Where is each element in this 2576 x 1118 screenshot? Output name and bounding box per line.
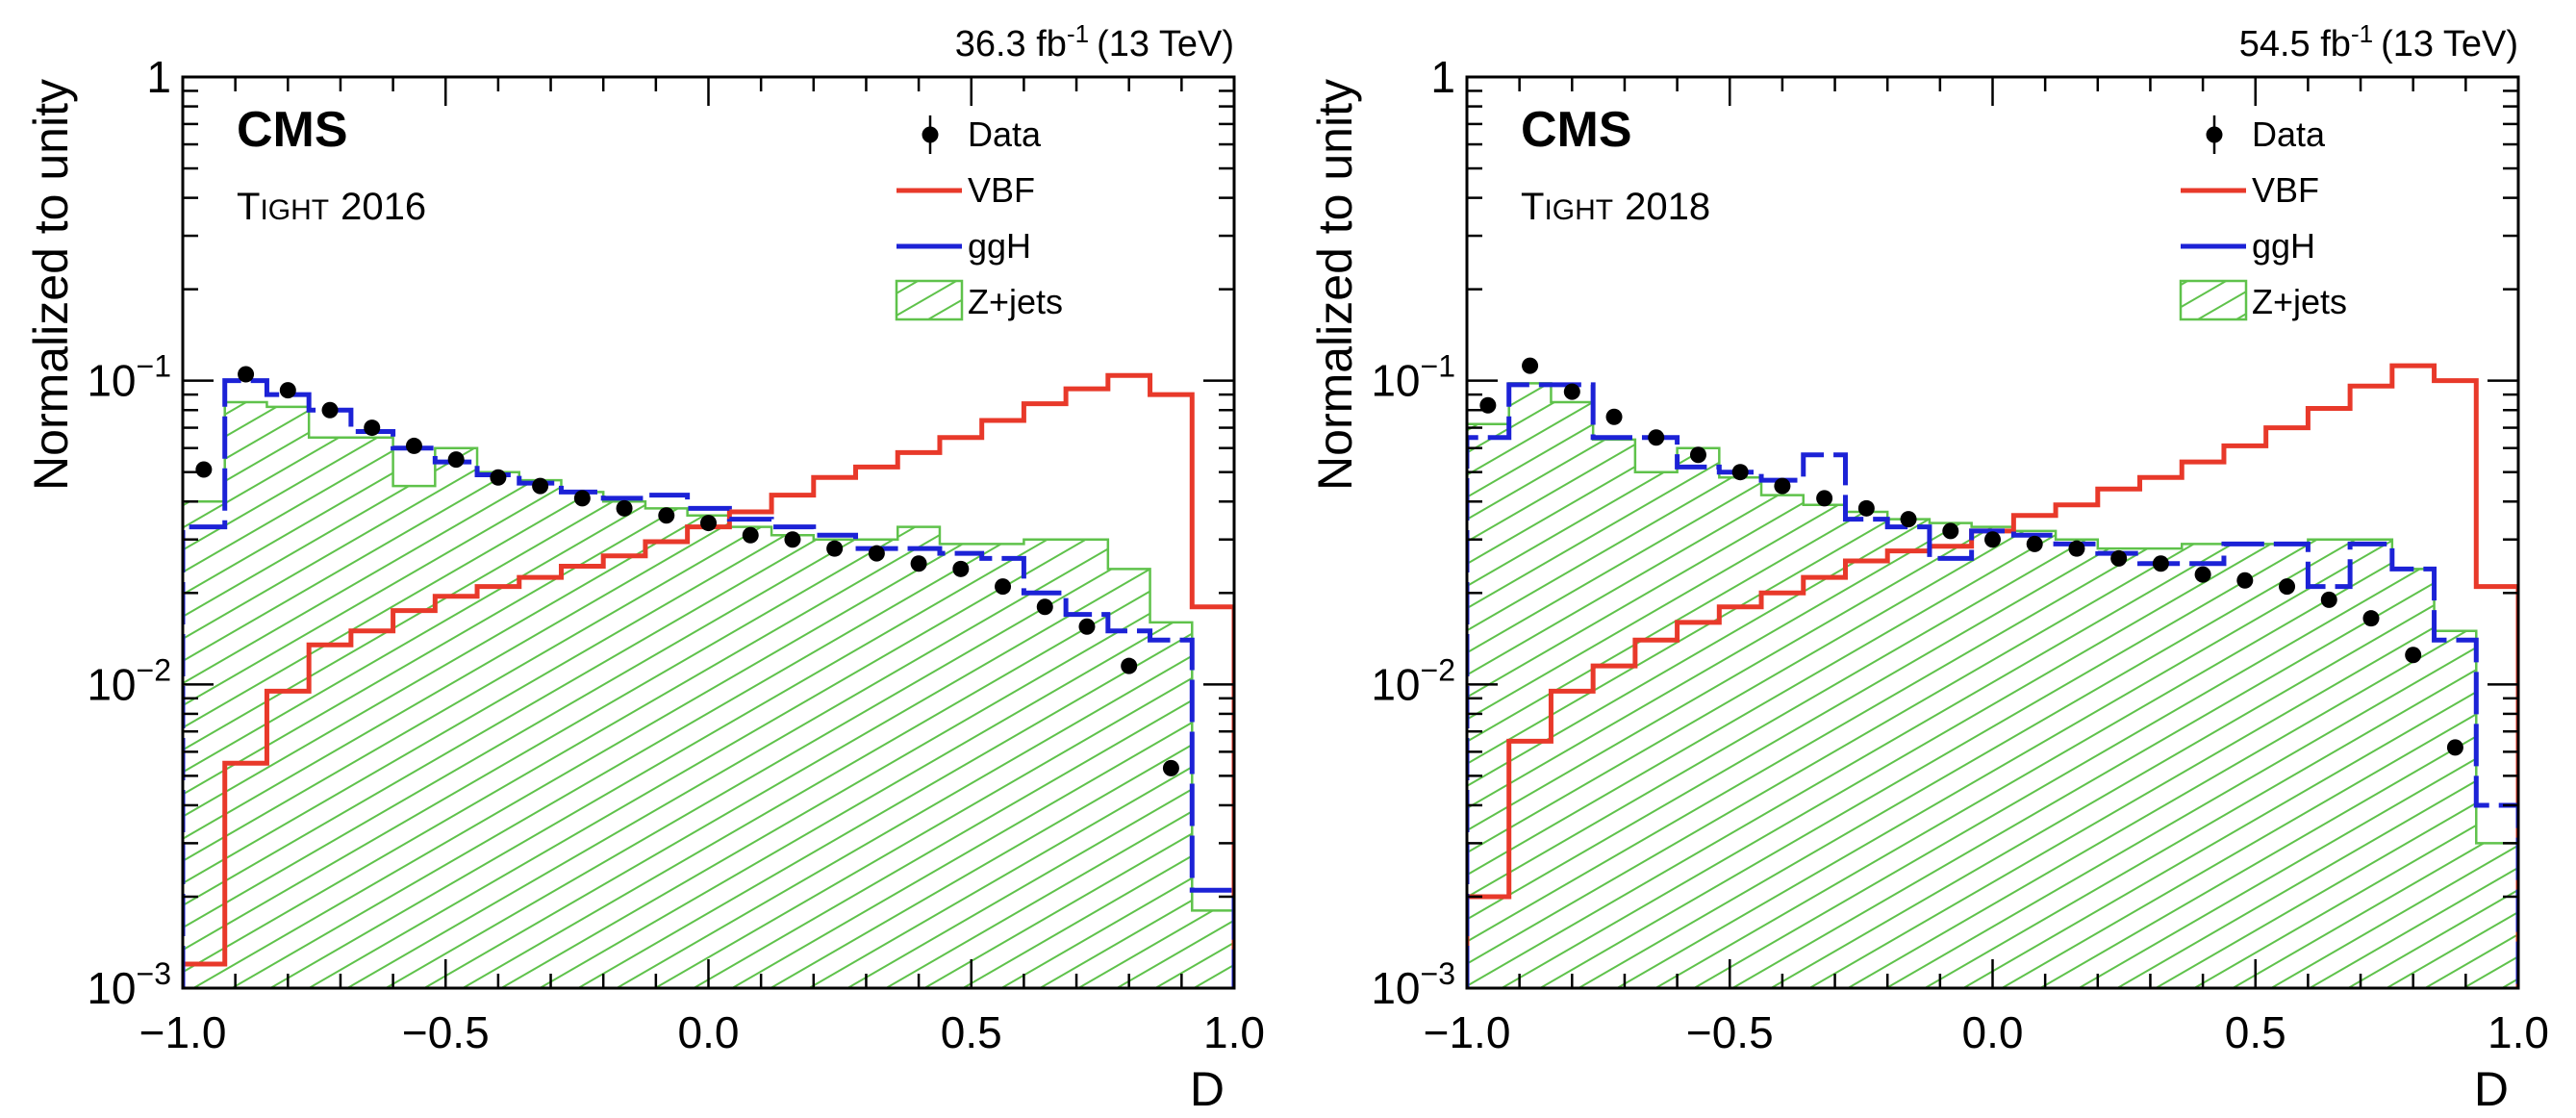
x-tick-label: −0.5 bbox=[1686, 1007, 1774, 1057]
data-point bbox=[826, 540, 844, 557]
legend-zjets-swatch bbox=[895, 279, 964, 321]
data-point bbox=[1774, 477, 1791, 495]
data-point bbox=[868, 545, 885, 562]
y-axis-title: Normalized to unity bbox=[1308, 79, 1362, 491]
legend-label-zjets: Z+jets bbox=[968, 282, 1063, 321]
legend-label-vbf: VBF bbox=[968, 170, 1035, 210]
legend-label-data: Data bbox=[968, 114, 1042, 154]
data-point bbox=[405, 437, 422, 454]
data-point bbox=[1857, 499, 1875, 517]
y-axis-title: Normalized to unity bbox=[24, 79, 78, 491]
data-point bbox=[195, 461, 213, 478]
y-tick-label: 10−1 bbox=[87, 349, 171, 406]
data-point bbox=[1816, 490, 1833, 507]
zjets-hatch-fill bbox=[1467, 383, 2518, 988]
legend-label-ggh: ggH bbox=[2252, 226, 2315, 266]
y-tick-label: 1 bbox=[146, 52, 171, 102]
x-tick-label: 1.0 bbox=[2488, 1007, 2549, 1057]
x-axis-title: D bbox=[1190, 1062, 1225, 1116]
data-point bbox=[447, 451, 465, 469]
cms-label: CMS bbox=[1521, 102, 1632, 158]
data-point bbox=[616, 499, 633, 517]
ggh-line bbox=[183, 378, 1234, 988]
data-point bbox=[532, 477, 549, 495]
legend: Data VBF ggH Z+jets bbox=[895, 114, 1063, 321]
data-point bbox=[1648, 429, 1665, 446]
data-point bbox=[784, 531, 801, 548]
legend: Data VBF ggH Z+jets bbox=[2179, 114, 2347, 321]
data-point bbox=[1731, 464, 1749, 481]
data-point bbox=[742, 526, 759, 544]
cms-label: CMS bbox=[237, 102, 348, 158]
panel-1: −1.0 −0.5 0.0 0.5 1.0 1 10−1 10−2 10−3 D Normalize… bbox=[24, 19, 1265, 1116]
plot-area bbox=[183, 366, 1234, 988]
x-tick-label: 0.0 bbox=[1962, 1007, 2024, 1057]
data-point bbox=[1563, 383, 1580, 400]
data-point bbox=[1078, 618, 1096, 635]
data-point bbox=[700, 515, 717, 532]
panel-2: −1.0 −0.5 0.0 0.5 1.0 1 10−1 10−2 10−3 D Normalize… bbox=[1308, 19, 2549, 1116]
lumi-label: 36.3 fb-1 (13 TeV) bbox=[955, 19, 1234, 64]
data-point bbox=[2152, 555, 2169, 572]
data-point bbox=[1689, 446, 1706, 464]
x-axis-title: D bbox=[2474, 1062, 2509, 1116]
category-label: TIGHT 2016 bbox=[237, 186, 426, 228]
x-tick-label: 0.5 bbox=[941, 1007, 1002, 1057]
zjets-hatch-fill bbox=[183, 401, 1234, 988]
data-point bbox=[1900, 511, 1917, 528]
data-point bbox=[2446, 739, 2463, 756]
data-point bbox=[1121, 657, 1138, 674]
x-tick-label: −1.0 bbox=[139, 1007, 227, 1057]
y-tick-label: 10−3 bbox=[1371, 956, 1455, 1013]
data-point bbox=[1942, 522, 1959, 540]
data-point bbox=[1984, 531, 2001, 548]
data-point bbox=[2279, 578, 2296, 596]
x-tick-label: 1.0 bbox=[1203, 1007, 1265, 1057]
data-point bbox=[910, 555, 927, 572]
data-point bbox=[279, 382, 296, 399]
data-point bbox=[1605, 408, 1623, 425]
data-point bbox=[2026, 535, 2043, 552]
category-label: TIGHT 2018 bbox=[1521, 186, 1710, 228]
data-point bbox=[658, 507, 675, 524]
zjets-outline bbox=[183, 400, 1234, 988]
y-tick-label: 10−2 bbox=[1371, 652, 1455, 709]
x-tick-label: −0.5 bbox=[402, 1007, 490, 1057]
x-tick-label: 0.5 bbox=[2225, 1007, 2286, 1057]
data-point bbox=[1479, 396, 1497, 414]
data-point bbox=[2320, 591, 2337, 608]
data-point bbox=[2405, 647, 2422, 664]
legend-label-zjets: Z+jets bbox=[2252, 282, 2347, 321]
y-tick-label: 1 bbox=[1430, 52, 1455, 102]
legend-label-ggh: ggH bbox=[968, 226, 1031, 266]
data-point bbox=[573, 490, 591, 507]
data-point bbox=[238, 366, 255, 383]
y-tick-label: 10−3 bbox=[87, 956, 171, 1013]
legend-zjets-swatch bbox=[2179, 279, 2248, 321]
data-point bbox=[321, 401, 339, 419]
x-tick-label: −1.0 bbox=[1424, 1007, 1511, 1057]
data-point bbox=[995, 578, 1012, 596]
data-point bbox=[2362, 610, 2380, 627]
data-point bbox=[364, 419, 381, 437]
y-tick-label: 10−1 bbox=[1371, 349, 1455, 406]
data-point bbox=[1162, 759, 1179, 776]
lumi-label: 54.5 fb-1 (13 TeV) bbox=[2239, 19, 2518, 64]
data-point bbox=[490, 469, 507, 486]
data-point bbox=[2236, 572, 2254, 589]
x-tick-label: 0.0 bbox=[678, 1007, 740, 1057]
legend-label-vbf: VBF bbox=[2252, 170, 2319, 210]
data-point bbox=[1036, 598, 1053, 616]
plot-area bbox=[1467, 357, 2518, 988]
data-point bbox=[2194, 566, 2211, 583]
data-point bbox=[2110, 549, 2128, 567]
ggh-line bbox=[1467, 382, 2518, 988]
data-point bbox=[1522, 357, 1539, 374]
data-point bbox=[952, 560, 970, 577]
data-point bbox=[2068, 540, 2085, 557]
y-tick-label: 10−2 bbox=[87, 652, 171, 709]
legend-label-data: Data bbox=[2252, 114, 2326, 154]
